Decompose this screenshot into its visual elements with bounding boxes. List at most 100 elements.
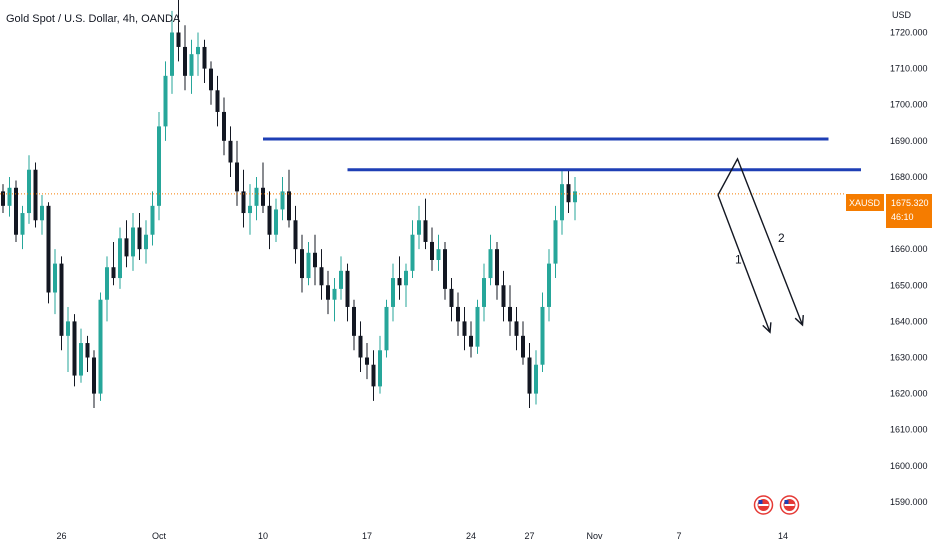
candle-body xyxy=(189,54,194,76)
candle xyxy=(352,299,356,351)
candle-body xyxy=(163,75,168,127)
price-tick-label: 1620.000 xyxy=(890,389,928,399)
candle-body xyxy=(560,184,564,221)
candle xyxy=(495,241,499,300)
candle-body xyxy=(228,140,233,163)
time-tick-label: 24 xyxy=(466,531,476,541)
price-tag xyxy=(886,194,932,228)
candle-body xyxy=(66,321,70,336)
candle xyxy=(40,195,44,235)
projection-arrow-2 xyxy=(717,157,804,326)
candle xyxy=(345,263,350,322)
time-tick-label: Nov xyxy=(586,531,603,541)
candle xyxy=(137,213,142,260)
candle xyxy=(170,10,174,94)
candle xyxy=(118,227,122,289)
candle xyxy=(384,299,389,358)
candle-body xyxy=(358,335,363,358)
candle-body xyxy=(384,306,389,351)
flag-stripe xyxy=(758,504,769,506)
candle xyxy=(209,61,213,105)
candle xyxy=(235,140,239,206)
arrowhead-1 xyxy=(762,322,772,334)
time-tick-label: 14 xyxy=(778,531,788,541)
candle xyxy=(228,126,233,177)
candle-body xyxy=(540,306,545,365)
candle xyxy=(534,350,538,405)
price-axis[interactable]: 1720.000 1710.000 1700.000 1690.000 1680.000… xyxy=(890,28,928,507)
candle xyxy=(456,292,460,336)
candle-body xyxy=(241,191,246,214)
candle-body xyxy=(313,252,317,268)
candle xyxy=(293,205,298,264)
candle-body xyxy=(501,285,506,307)
price-tick-label: 1720.000 xyxy=(890,28,928,38)
candle-body xyxy=(202,46,207,69)
candle-body xyxy=(287,191,291,221)
price-tick-label: 1680.000 xyxy=(890,172,928,182)
candle-body xyxy=(332,288,337,300)
candle-body xyxy=(235,162,239,192)
candle-body xyxy=(183,46,187,76)
candle xyxy=(501,270,506,322)
candle-body xyxy=(293,220,298,250)
candle-body xyxy=(85,343,90,358)
candle xyxy=(553,205,558,279)
price-tick-label: 1700.000 xyxy=(890,100,928,110)
candle xyxy=(14,180,18,242)
candle xyxy=(475,299,480,354)
candle xyxy=(326,270,330,315)
candle-body xyxy=(514,321,519,336)
candle-body xyxy=(274,209,278,235)
candle xyxy=(79,328,83,383)
candle-body xyxy=(209,68,213,91)
time-tick-label: 27 xyxy=(524,531,534,541)
candle xyxy=(157,111,161,221)
candle-body xyxy=(573,191,577,203)
candle xyxy=(430,227,434,271)
candle xyxy=(222,97,226,156)
candle xyxy=(313,234,317,286)
candle-body xyxy=(391,278,395,307)
candle-body xyxy=(352,306,356,336)
candle-body xyxy=(371,364,376,387)
candle xyxy=(33,162,38,228)
candle-body xyxy=(261,187,265,206)
candle xyxy=(254,176,259,221)
candle-body xyxy=(443,249,447,289)
time-axis[interactable]: 26 Oct 10 17 24 27 Nov 7 14 xyxy=(56,531,788,541)
candle xyxy=(196,32,200,76)
candle-body xyxy=(534,364,538,394)
candle xyxy=(1,184,5,214)
candle-body xyxy=(339,270,343,289)
price-tick-label: 1690.000 xyxy=(890,136,928,146)
candle xyxy=(469,321,473,358)
candle-body xyxy=(378,350,382,387)
candle-body xyxy=(430,241,434,260)
wave-label-2: 2 xyxy=(778,231,785,245)
candle-body xyxy=(553,220,558,264)
candle-body xyxy=(150,205,155,235)
candle xyxy=(391,263,395,322)
candle xyxy=(46,202,51,304)
candle-body xyxy=(319,267,324,286)
flag-stripe xyxy=(784,504,795,506)
candle-body xyxy=(475,306,480,347)
candle-body xyxy=(508,306,512,322)
candle-body xyxy=(215,90,220,112)
levels-layer xyxy=(0,137,861,195)
candle-body xyxy=(105,267,109,300)
candle-body xyxy=(118,238,122,279)
wave-label-1: 1 xyxy=(735,253,742,267)
candle-body xyxy=(345,270,350,307)
candle-body xyxy=(436,249,441,260)
candle xyxy=(449,278,454,322)
countdown-label: 46:10 xyxy=(891,212,914,222)
candle xyxy=(274,198,278,242)
candle xyxy=(527,343,532,409)
candle-body xyxy=(566,184,571,203)
candle xyxy=(7,176,12,217)
candle xyxy=(521,321,525,365)
